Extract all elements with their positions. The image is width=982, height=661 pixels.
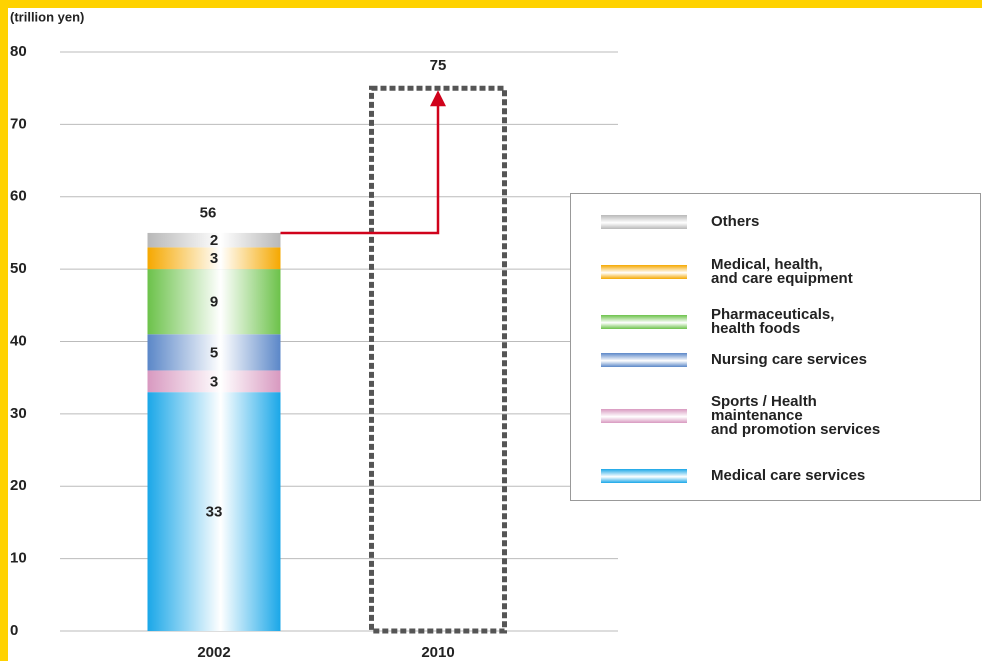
legend-swatch bbox=[601, 315, 687, 329]
bar-segment bbox=[147, 269, 281, 335]
legend-label: Others bbox=[711, 213, 760, 230]
data-label: 5 bbox=[210, 344, 218, 361]
arrow-head bbox=[430, 90, 446, 107]
legend-label: Medical, health, and care equipment bbox=[711, 256, 853, 287]
legend-label: Pharmaceuticals, health foods bbox=[711, 306, 835, 337]
y-axis-label: (trillion yen) bbox=[10, 9, 84, 24]
data-label: 2 bbox=[210, 232, 218, 249]
y-tick-label: 60 bbox=[10, 188, 27, 205]
legend-swatch bbox=[601, 353, 687, 367]
legend-label: Sports / Health maintenance and promotio… bbox=[711, 393, 881, 438]
chart: (trillion yen) 0102030405060708020023335… bbox=[10, 9, 618, 661]
legend-label: Medical care services bbox=[711, 467, 866, 484]
legend-item: Medical, health, and care equipment bbox=[601, 256, 853, 287]
legend-swatch bbox=[601, 469, 687, 483]
bar-segment bbox=[147, 247, 281, 270]
legend-item: Medical care services bbox=[601, 467, 866, 484]
data-label: 9 bbox=[210, 294, 218, 311]
bar-segment bbox=[147, 370, 281, 393]
bar-segment bbox=[147, 232, 281, 248]
legend-swatch bbox=[601, 215, 687, 229]
data-label: 3 bbox=[210, 373, 218, 390]
legend-item: Nursing care services bbox=[601, 351, 867, 368]
y-tick-label: 80 bbox=[10, 43, 27, 60]
legend-item: Sports / Health maintenance and promotio… bbox=[601, 393, 881, 438]
legend-swatch bbox=[601, 409, 687, 423]
y-tick-label: 40 bbox=[10, 332, 27, 349]
chart-area: (trillion yen) 0 10 20 30 40 50 60 70 80 2002 33 3 5… bbox=[8, 8, 982, 661]
projection-box bbox=[369, 85, 507, 634]
y-tick-label: 0 bbox=[10, 622, 18, 639]
y-tick-label: 20 bbox=[10, 477, 27, 494]
legend-swatch bbox=[601, 265, 687, 279]
legend: Others Medical, health, and care equipmen… bbox=[570, 193, 981, 501]
legend-item: Others bbox=[601, 213, 760, 230]
y-tick-label: 50 bbox=[10, 260, 27, 277]
bar-segment bbox=[147, 334, 281, 371]
data-label: 3 bbox=[210, 250, 218, 267]
legend-label: Nursing care services bbox=[711, 351, 867, 368]
data-label: 33 bbox=[206, 504, 223, 521]
total-label: 56 bbox=[200, 205, 217, 222]
y-tick-label: 70 bbox=[10, 115, 27, 132]
y-tick-label: 10 bbox=[10, 550, 27, 567]
x-tick-label: 2002 bbox=[197, 644, 230, 661]
x-tick-label: 2010 bbox=[421, 644, 454, 661]
bar-segment bbox=[147, 392, 281, 631]
total-label: 75 bbox=[430, 57, 447, 74]
legend-item: Pharmaceuticals, health foods bbox=[601, 306, 835, 337]
growth-arrow bbox=[280, 104, 440, 235]
y-tick-label: 30 bbox=[10, 405, 27, 422]
